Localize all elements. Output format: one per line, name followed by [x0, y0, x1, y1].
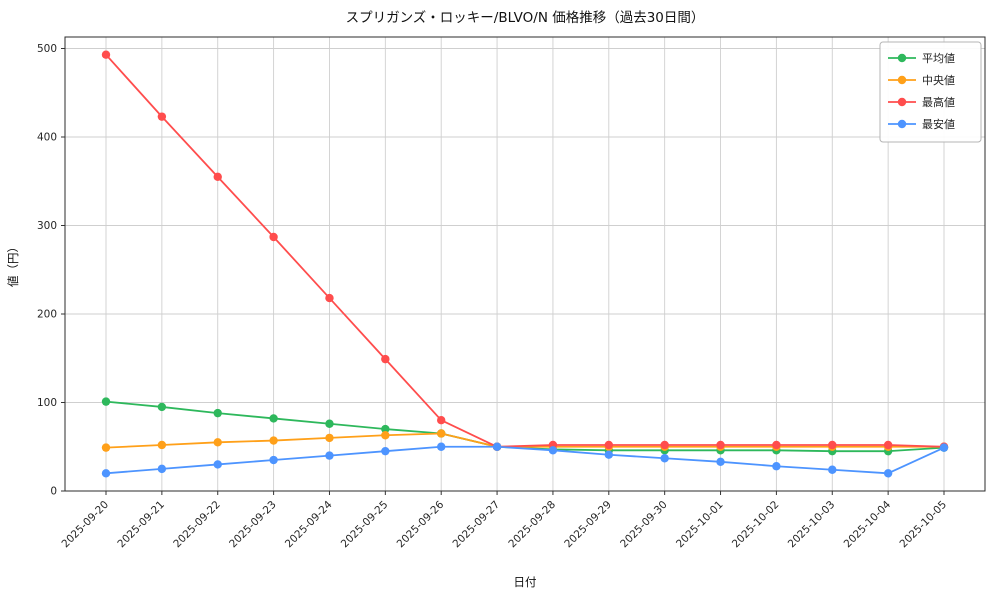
- data-point: [101, 50, 111, 59]
- data-point: [604, 450, 613, 459]
- data-point: [604, 440, 613, 450]
- data-point: [772, 462, 781, 471]
- x-tick-label: 2025-09-23: [227, 499, 279, 551]
- y-axis-label: 値（円）: [6, 241, 20, 287]
- data-point: [213, 172, 222, 182]
- data-point: [772, 440, 781, 450]
- x-tick-label: 2025-09-25: [339, 499, 391, 551]
- data-point: [437, 429, 446, 438]
- data-point: [660, 440, 669, 450]
- data-point: [381, 431, 390, 440]
- chart-title: スプリガンズ・ロッキー/BLVO/N 価格推移（過去30日間）: [346, 10, 705, 26]
- data-point: [213, 408, 222, 418]
- x-tick-label: 2025-09-24: [283, 498, 335, 550]
- y-tick-label: 400: [37, 132, 57, 144]
- data-point: [157, 402, 167, 412]
- data-point: [381, 424, 390, 434]
- y-tick-label: 300: [37, 220, 57, 232]
- data-point: [157, 112, 167, 121]
- x-tick-label: 2025-09-29: [562, 499, 614, 551]
- x-tick-label: 2025-09-30: [618, 499, 670, 551]
- legend-marker: [897, 97, 907, 107]
- data-point: [325, 293, 334, 303]
- data-point: [101, 443, 111, 452]
- x-tick-label: 2025-09-26: [395, 498, 447, 550]
- x-tick-label: 2025-09-28: [506, 499, 558, 551]
- legend-label: 中央値: [922, 74, 955, 87]
- series-line: [105, 54, 945, 448]
- legend-label: 最安値: [922, 117, 955, 131]
- x-tick-label: 2025-10-03: [786, 499, 838, 551]
- data-point: [828, 440, 837, 450]
- data-point: [660, 454, 669, 463]
- x-tick-label: 2025-10-04: [842, 498, 894, 550]
- data-point: [325, 451, 334, 460]
- data-point: [101, 469, 111, 478]
- data-point: [325, 433, 334, 443]
- series-3: [101, 442, 949, 478]
- x-tick-label: 2025-09-21: [115, 499, 167, 551]
- data-point: [157, 464, 167, 474]
- data-point: [325, 419, 334, 428]
- data-point: [716, 457, 725, 466]
- data-point: [269, 232, 278, 242]
- data-point: [101, 397, 111, 406]
- x-tick-label: 2025-10-05: [897, 499, 949, 551]
- data-point: [269, 455, 278, 465]
- data-point: [381, 354, 390, 364]
- series-line: [105, 445, 945, 475]
- data-point: [548, 446, 558, 455]
- data-point: [157, 440, 167, 450]
- y-tick-label: 200: [37, 309, 57, 321]
- y-tick-label: 500: [37, 43, 57, 55]
- y-tick-label: 100: [37, 397, 57, 409]
- x-tick-label: 2025-10-01: [674, 499, 726, 551]
- data-point: [437, 416, 446, 425]
- data-point: [213, 460, 222, 469]
- legend-box: [879, 41, 982, 143]
- data-point: [883, 440, 893, 450]
- data-point: [269, 414, 278, 423]
- data-point: [492, 442, 502, 451]
- y-tick-label: 0: [50, 486, 57, 498]
- data-point: [828, 465, 837, 474]
- x-tick-label: 2025-09-20: [59, 499, 111, 551]
- data-point: [939, 443, 949, 452]
- x-tick-label: 2025-09-27: [451, 499, 503, 551]
- legend-label: 平均値: [922, 52, 955, 65]
- x-axis-label: 日付: [514, 575, 537, 589]
- data-point: [437, 442, 446, 451]
- x-tick-label: 2025-09-22: [171, 499, 223, 551]
- legend-marker: [897, 53, 907, 63]
- data-point: [716, 440, 725, 450]
- x-tick-label: 2025-10-02: [730, 499, 782, 551]
- legend-label: 最高値: [922, 95, 955, 109]
- plot-border: [64, 36, 986, 492]
- series-line: [105, 400, 945, 453]
- legend-marker: [897, 75, 907, 85]
- data-point: [213, 438, 222, 447]
- data-point: [381, 446, 390, 456]
- series-2: [101, 50, 949, 451]
- data-point: [269, 436, 278, 445]
- data-point: [883, 469, 893, 478]
- legend-marker: [897, 119, 907, 129]
